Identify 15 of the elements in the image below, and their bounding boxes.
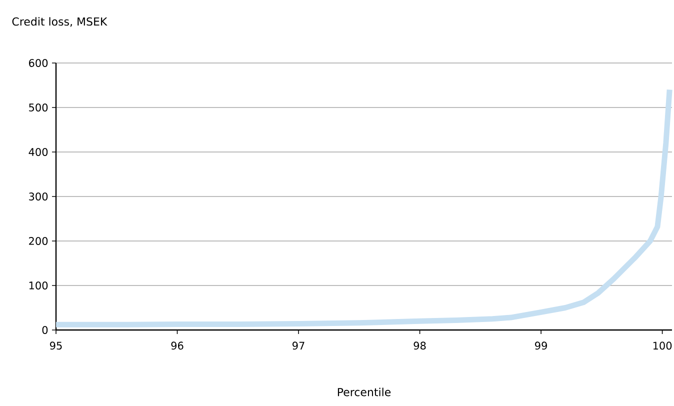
y-tick-label: 400 bbox=[28, 148, 48, 156]
y-axis-title: Credit loss, MSEK bbox=[12, 17, 108, 27]
y-tick-label: 200 bbox=[29, 237, 48, 245]
y-tick-label: 600 bbox=[29, 59, 48, 67]
y-tick-label: 300 bbox=[29, 192, 48, 200]
x-tick-label: 95 bbox=[50, 342, 62, 350]
x-tick-label: 96 bbox=[171, 342, 184, 350]
x-tick-label: 98 bbox=[414, 342, 426, 350]
x-tick-label: 97 bbox=[292, 342, 304, 350]
x-tick-label: 100 bbox=[653, 342, 672, 350]
y-tick-label: 500 bbox=[29, 104, 48, 112]
y-tick-label: 0 bbox=[42, 326, 48, 334]
x-tick-label: 99 bbox=[535, 342, 547, 350]
y-tick-label: 100 bbox=[29, 282, 48, 290]
x-axis-title: Percentile bbox=[338, 388, 391, 396]
